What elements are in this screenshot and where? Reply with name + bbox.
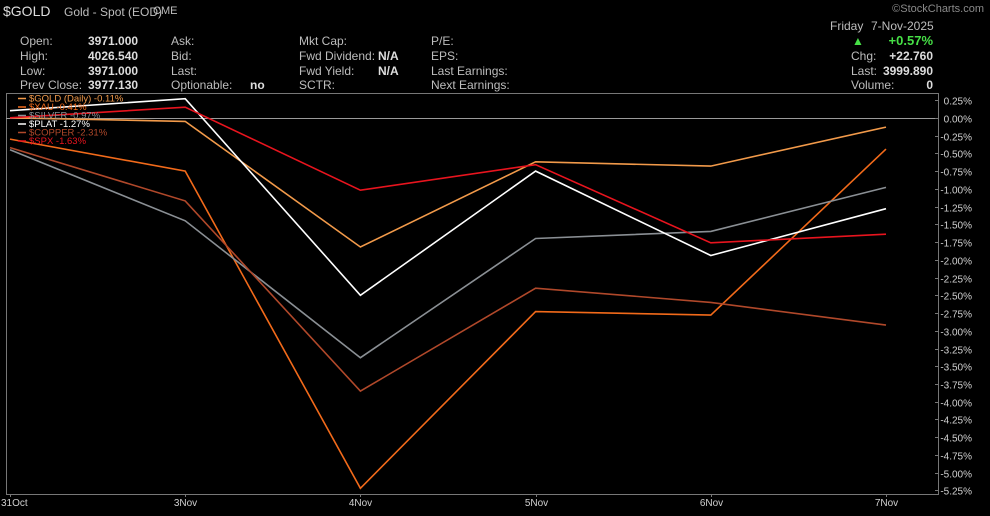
x-tick-label: 7Nov [875, 498, 898, 509]
series-line [9, 138, 887, 490]
quote-value: N/A [378, 49, 399, 63]
y-tick-label: -0.75% [940, 168, 972, 179]
quote-label: Next Earnings: [431, 78, 510, 92]
quote-label: High: [20, 49, 49, 63]
legend-entry: $SILVER -0.97% [29, 111, 101, 122]
y-tick-label: -2.00% [940, 257, 972, 268]
quote-label: P/E: [431, 34, 454, 48]
x-tick-label: 6Nov [700, 498, 723, 509]
quote-label: Ask: [171, 34, 195, 48]
x-tick-label: 4Nov [349, 498, 372, 509]
series-line [9, 149, 887, 359]
y-tick-label: -4.50% [940, 434, 972, 445]
legend-entry: $COPPER -2.31% [29, 128, 108, 139]
y-tick-label: -5.25% [940, 487, 972, 498]
quote-value: 3977.130 [88, 78, 139, 92]
y-tick-label: -4.00% [940, 399, 972, 410]
y-tick-label: -3.25% [940, 346, 972, 357]
y-tick-label: -3.00% [940, 328, 972, 339]
x-tick-label: 31Oct [1, 498, 28, 509]
quote-label: Mkt Cap: [299, 34, 348, 48]
legend-entry: $XAU -0.41% [29, 102, 87, 113]
quote-label: EPS: [431, 49, 459, 63]
legend-entry: $GOLD (Daily) -0.11% [29, 94, 124, 105]
quote-label: Prev Close: [20, 78, 83, 92]
date-label: Friday [830, 19, 864, 33]
quote-label: Last: [171, 64, 198, 78]
symbol-label: $GOLD [3, 3, 51, 19]
date-stamp: 7-Nov-2025 [871, 19, 934, 33]
y-tick-label: -3.75% [940, 381, 972, 392]
series-line [9, 117, 887, 248]
quote-label: Bid: [171, 49, 192, 63]
series-line [9, 97, 887, 297]
quote-label: Low: [20, 64, 46, 78]
y-tick-label: -4.75% [940, 452, 972, 463]
quote-label: Optionable: [171, 78, 233, 92]
series-line [9, 106, 887, 244]
quote-label: Last: [851, 64, 878, 78]
quote-value: 0 [926, 78, 933, 92]
y-tick-label: -1.50% [940, 221, 972, 232]
y-tick-label: -0.50% [940, 150, 972, 161]
x-tick-label: 5Nov [525, 498, 548, 509]
y-tick-label: 0.00% [944, 115, 972, 126]
legend-entry: $PLAT -1.27% [29, 119, 90, 130]
up-arrow-icon: ▲ [852, 34, 864, 48]
y-tick-label: -2.75% [940, 310, 972, 321]
y-tick-label: -5.00% [940, 470, 972, 481]
quote-label: Open: [20, 34, 53, 48]
y-tick-label: -1.00% [940, 186, 972, 197]
plot-frame [6, 93, 939, 495]
y-tick-label: -0.25% [940, 133, 972, 144]
watermark: ©StockCharts.com [892, 3, 984, 15]
y-tick-label: 0.25% [944, 97, 972, 108]
quote-label: Fwd Yield: [299, 64, 355, 78]
instrument-name: Gold - Spot (EOD) [64, 5, 163, 19]
quote-value: 3999.890 [882, 64, 933, 78]
quote-value: +22.760 [889, 49, 933, 63]
y-tick-label: -1.75% [940, 239, 972, 250]
quote-label: Volume: [851, 78, 895, 92]
quote-label: Fwd Dividend: [299, 49, 376, 63]
y-tick-label: -2.25% [940, 275, 972, 286]
y-tick-label: -3.50% [940, 363, 972, 374]
series-line [9, 146, 887, 393]
quote-label: Last Earnings: [431, 64, 508, 78]
legend-entry: $SPX -1.63% [29, 136, 87, 147]
quote-label: SCTR: [299, 78, 335, 92]
quote-value: N/A [378, 64, 399, 78]
y-tick-label: -1.25% [940, 204, 972, 215]
quote-value: 4026.540 [88, 49, 139, 63]
quote-value: no [250, 78, 265, 92]
y-tick-label: -2.50% [940, 292, 972, 303]
x-tick-label: 3Nov [174, 498, 197, 509]
quote-label: Chg: [851, 49, 877, 63]
y-tick-label: -4.25% [940, 416, 972, 427]
percent-change: +0.57% [888, 33, 933, 48]
quote-value: 3971.000 [88, 34, 139, 48]
exchange-label: CME [153, 5, 178, 17]
quote-value: 3971.000 [88, 64, 139, 78]
